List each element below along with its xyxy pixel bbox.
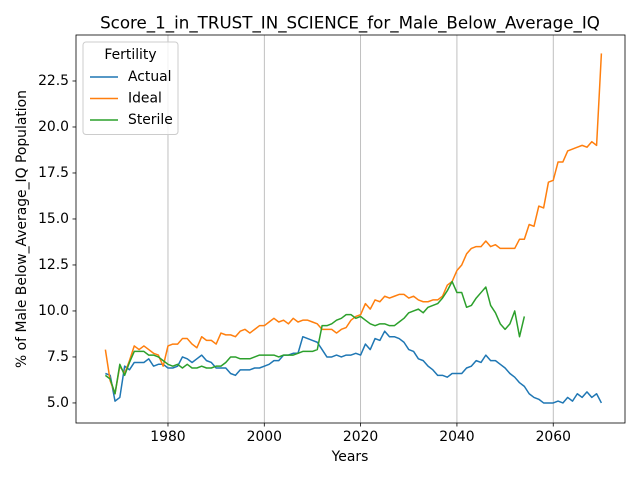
y-tick-label: 17.5: [38, 165, 69, 181]
y-tick-label: 5.0: [47, 395, 69, 411]
legend-box: [82, 41, 179, 135]
legend: Fertility Actual Ideal Sterile: [82, 41, 179, 135]
plot-frame: [75, 34, 626, 424]
x-tick-label: 2020: [343, 429, 378, 445]
x-tick-label: 2060: [536, 429, 571, 445]
y-tick-label: 20.0: [38, 119, 69, 135]
x-tick-label: 1980: [150, 429, 185, 445]
line-series: [104, 53, 603, 395]
line-series: [105, 330, 603, 404]
legend-title: Fertility: [104, 47, 156, 63]
x-tick-label: 2040: [439, 429, 474, 445]
x-tick-label: 2000: [247, 429, 282, 445]
y-tick-label: 7.5: [47, 349, 69, 365]
y-tick-label: 10.0: [38, 303, 69, 319]
y-axis-label: % of Male Below_Average_IQ Population: [14, 90, 30, 368]
y-tick-label: 15.0: [38, 211, 69, 227]
x-axis-label: Years: [331, 449, 369, 465]
y-tick-label: 12.5: [38, 257, 69, 273]
legend-label: Actual: [128, 69, 172, 85]
legend-label: Sterile: [128, 112, 173, 128]
chart-title: Score_1_in_TRUST_IN_SCIENCE_for_Male_Bel…: [100, 13, 600, 34]
line-series: [104, 280, 526, 395]
legend-label: Ideal: [128, 91, 162, 107]
y-tick-label: 22.5: [38, 73, 69, 89]
